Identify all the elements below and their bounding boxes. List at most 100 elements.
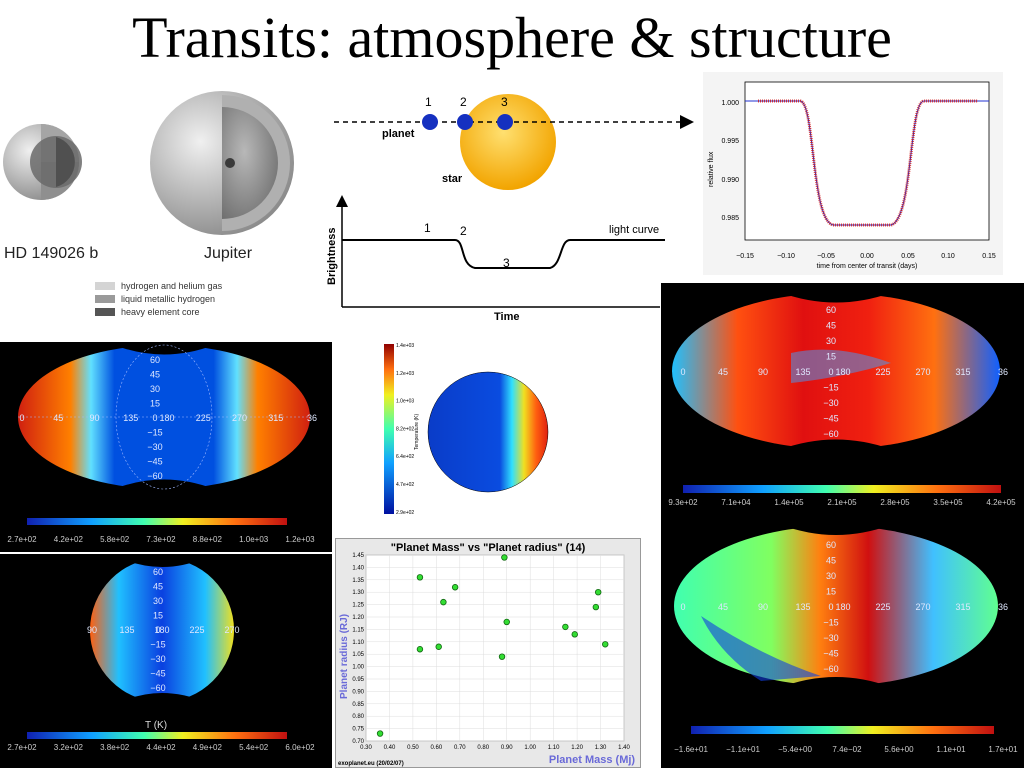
- scatter-xtick: 1.00: [524, 745, 536, 751]
- lc-xtick-2: −0.10: [777, 253, 795, 260]
- map2-caption: T (K): [145, 720, 167, 731]
- map4-cbar-tick: 5.6e+00: [884, 745, 914, 754]
- map1-lat-label: 45: [150, 370, 160, 380]
- map1-cbar-tick: 4.2e+02: [54, 535, 84, 544]
- map3-lat-label: 45: [826, 321, 836, 331]
- map1-lon-label: 0: [19, 413, 24, 423]
- map4-lon-label: 315: [955, 602, 970, 612]
- map4-lat-label: 45: [826, 556, 836, 566]
- map3-lat-label: −15: [823, 383, 838, 393]
- scatter-ytick: 1.00: [352, 665, 364, 671]
- map4-lon-label: 0: [680, 602, 685, 612]
- scatter-title: "Planet Mass" vs "Planet radius" (14): [391, 542, 586, 554]
- scatter-ytick: 1.20: [352, 615, 364, 621]
- map1-lon-label: 36: [307, 413, 317, 423]
- map3-cbar-tick: 3.5e+05: [933, 498, 963, 507]
- map3-lon-label: 90: [758, 367, 768, 377]
- scatter-xtick: 1.30: [595, 745, 607, 751]
- map3-lon-label: 45: [718, 367, 728, 377]
- pos-label-1: 1: [425, 95, 432, 109]
- scatter-point: [416, 574, 424, 581]
- map4-lon-label: 270: [915, 602, 930, 612]
- map3-lon-label: 36: [998, 367, 1008, 377]
- map1-lon-label: 45: [53, 413, 63, 423]
- map3-lat-label: −60: [823, 429, 838, 439]
- lightcurve-panel: 1.000 0.995 0.990 0.985 −0.15 −0.10 −0.0…: [703, 72, 1003, 275]
- map2-lat-label: 0: [155, 625, 160, 635]
- map1-lat-label: −45: [147, 457, 162, 467]
- lc-xtick-4: 0.00: [860, 253, 874, 260]
- map1-cbar-tick: 8.8e+02: [193, 535, 223, 544]
- scatter-xtick: 0.60: [431, 745, 443, 751]
- map4-lat-label: 30: [826, 571, 836, 581]
- map1-lon-label: 180: [159, 413, 174, 423]
- map2-cbar-tick: 4.4e+02: [146, 743, 176, 752]
- map1-cbar-tick: 7.3e+02: [146, 535, 176, 544]
- map4-cbar-tick: −1.6e+01: [674, 745, 708, 754]
- scatter-xtick: 0.90: [501, 745, 513, 751]
- scatter-ytick: 1.35: [352, 578, 364, 584]
- scatter-xtick: 0.50: [407, 745, 419, 751]
- map2-lat-label: 45: [153, 582, 163, 592]
- map2-lon-label: 270: [224, 625, 239, 635]
- map1-cbar-tick: 1.2e+03: [285, 535, 315, 544]
- scatter-xtick: 0.80: [477, 745, 489, 751]
- scatter-ytick: 0.75: [352, 727, 364, 733]
- scatter-point: [501, 554, 508, 561]
- map2-lon-label: 180: [154, 625, 169, 635]
- map4-lon-label: 90: [758, 602, 768, 612]
- map3-lat-label: −45: [823, 414, 838, 424]
- map1-lat-label: 0: [152, 413, 157, 423]
- scatter-xtick: 1.20: [571, 745, 583, 751]
- sphere-cbar-tick: 4.7e+02: [396, 482, 414, 488]
- map2-lat-label: 15: [153, 611, 163, 621]
- scatter-point: [503, 618, 510, 626]
- lc-ytick-2: 0.995: [721, 138, 739, 145]
- sphere-cbar-tick: 6.4e+02: [396, 454, 414, 460]
- map3-lon-label: 135: [795, 367, 810, 377]
- map3-lon-label: 315: [955, 367, 970, 377]
- scatter-ytick: 1.05: [352, 652, 364, 658]
- hd149026b-label: HD 149026 b: [4, 245, 99, 262]
- legend-core: heavy element core: [95, 307, 200, 317]
- scatter-ytick: 0.80: [352, 714, 364, 720]
- map4-lat-label: 15: [826, 587, 836, 597]
- sphere-temperature: 1.4e+03 1.2e+03 1.0e+03 8.2e+02 6.4e+02 4.7e+…: [370, 340, 560, 520]
- scatter-xtick: 0.40: [384, 745, 396, 751]
- pos-label-3: 3: [501, 95, 508, 109]
- lc-ytick-1: 1.000: [721, 100, 739, 107]
- map2-lat-label: −30: [150, 654, 165, 664]
- map4-lon-label: 135: [795, 602, 810, 612]
- scatter-ytick: 1.30: [352, 590, 364, 596]
- sphere-cbar-label: Temperature (K): [414, 414, 420, 450]
- legend-metallic: liquid metallic hydrogen: [95, 294, 215, 304]
- scatter-point: [602, 641, 609, 648]
- map4-lon-label: 36: [998, 602, 1008, 612]
- light-curve-label: light curve: [609, 224, 659, 236]
- temperature-map-1: 60 45 30 15 0 −15 −30 −45 −60 0 45 90 135 180 225 270 3…: [0, 342, 332, 552]
- sphere-cbar-tick: 2.9e+02: [396, 510, 414, 516]
- map3-lon-label: 225: [875, 367, 890, 377]
- map3-cbar-tick: 1.4e+05: [774, 498, 804, 507]
- lc-ytick-4: 0.985: [721, 215, 739, 222]
- scatter-point: [562, 623, 569, 631]
- lc-xtick-6: 0.10: [941, 253, 955, 260]
- map3-cbar-tick: 9.3e+02: [668, 498, 698, 507]
- star-disk: [460, 94, 556, 190]
- map4-lat-label: −45: [823, 649, 838, 659]
- map1-cbar-tick: 2.7e+02: [7, 535, 37, 544]
- light-curve-line: [342, 239, 665, 269]
- time-axis-label: Time: [494, 311, 519, 323]
- scatter-ytick: 0.95: [352, 677, 364, 683]
- transit-diagram: 1 2 3 planet star 1 2 3 light curve Time…: [320, 85, 700, 325]
- scatter-xlabel: Planet Mass (Mj): [549, 754, 636, 766]
- map1-cbar-tick: 1.0e+03: [239, 535, 269, 544]
- map3-lat-label: 0: [828, 367, 833, 377]
- lc-xlabel: time from center of transit (days): [817, 263, 918, 270]
- sphere-cbar-tick: 1.0e+03: [396, 399, 414, 405]
- map2-lat-label: −15: [150, 640, 165, 650]
- scatter-xtick: 0.70: [454, 745, 466, 751]
- mass-radius-chart: "Planet Mass" vs "Planet radius" (14) 0.…: [335, 538, 641, 768]
- map4-cbar-tick: 1.7e+01: [988, 745, 1018, 754]
- map1-lon-label: 270: [232, 413, 247, 423]
